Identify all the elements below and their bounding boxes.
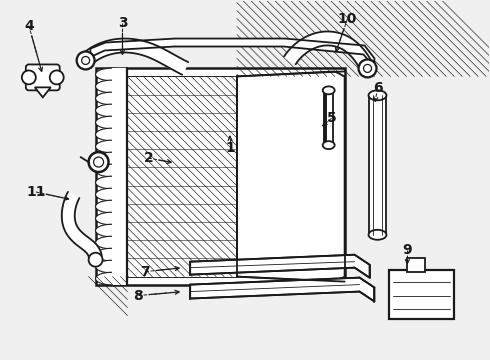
Polygon shape [62, 192, 102, 260]
Circle shape [22, 71, 36, 84]
Ellipse shape [96, 212, 127, 225]
Circle shape [94, 157, 103, 167]
Ellipse shape [96, 116, 127, 129]
Circle shape [89, 152, 108, 172]
Ellipse shape [96, 200, 127, 213]
Ellipse shape [96, 176, 127, 189]
Polygon shape [190, 278, 374, 302]
Circle shape [82, 57, 90, 64]
Text: 7: 7 [141, 265, 150, 279]
Ellipse shape [96, 248, 127, 261]
Ellipse shape [96, 236, 127, 249]
Polygon shape [237, 71, 344, 282]
Text: 5: 5 [327, 111, 337, 125]
Ellipse shape [96, 272, 127, 285]
Ellipse shape [368, 230, 387, 240]
Polygon shape [284, 31, 374, 72]
Ellipse shape [96, 188, 127, 201]
Text: 11: 11 [26, 185, 46, 199]
Text: 9: 9 [403, 243, 412, 257]
Bar [96, 68, 344, 285]
Ellipse shape [96, 140, 127, 153]
Circle shape [364, 64, 371, 72]
Ellipse shape [96, 104, 127, 117]
Bar [127, 76, 237, 276]
Ellipse shape [96, 164, 127, 177]
Ellipse shape [323, 141, 335, 149]
Bar [112, 68, 127, 285]
FancyBboxPatch shape [26, 64, 60, 90]
Polygon shape [90, 39, 374, 67]
Text: 3: 3 [118, 15, 127, 30]
Circle shape [50, 71, 64, 84]
Polygon shape [35, 87, 51, 97]
Ellipse shape [96, 152, 127, 165]
Text: 2: 2 [144, 151, 153, 165]
Text: 8: 8 [134, 289, 143, 302]
Bar [390, 270, 454, 319]
Ellipse shape [368, 90, 387, 100]
Ellipse shape [96, 260, 127, 273]
Bar [407, 258, 425, 272]
Bar [368, 95, 387, 235]
Ellipse shape [96, 68, 127, 81]
Ellipse shape [96, 92, 127, 105]
Ellipse shape [96, 80, 127, 93]
Circle shape [89, 253, 102, 267]
Circle shape [359, 59, 376, 77]
Text: 10: 10 [338, 12, 357, 26]
Text: 4: 4 [24, 19, 34, 33]
Text: 1: 1 [225, 141, 235, 155]
Text: 6: 6 [373, 81, 382, 95]
Polygon shape [81, 39, 188, 75]
Circle shape [76, 51, 95, 69]
Ellipse shape [96, 128, 127, 141]
Ellipse shape [323, 86, 335, 94]
Polygon shape [190, 255, 369, 278]
Ellipse shape [96, 224, 127, 237]
